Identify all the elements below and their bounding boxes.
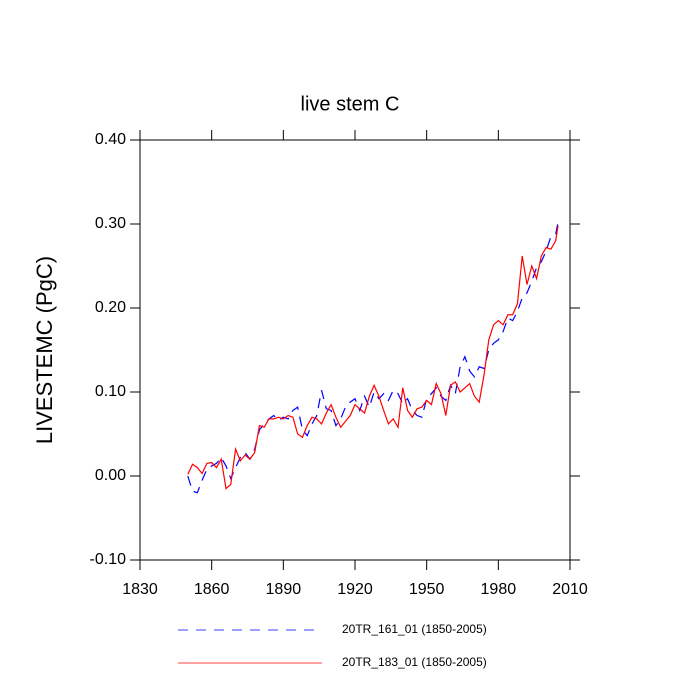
legend-label: 20TR_161_01 (1850-2005) (342, 622, 487, 636)
chart-title: live stem C (301, 93, 400, 115)
legend-label: 20TR_183_01 (1850-2005) (342, 655, 487, 669)
x-tick-label: 1860 (194, 581, 230, 598)
y-tick-label: 0.30 (95, 215, 126, 232)
data-line (187, 225, 559, 490)
y-tick-label: -0.10 (90, 551, 127, 568)
x-tick-label: 2010 (552, 581, 588, 598)
y-tick-label: 0.40 (95, 131, 126, 148)
x-tick-label: 1920 (337, 581, 373, 598)
plot-frame (139, 139, 571, 561)
data-line (187, 222, 559, 494)
y-tick-label: 0.00 (95, 467, 126, 484)
x-tick-label: 1830 (122, 581, 158, 598)
x-tick-label: 1950 (409, 581, 445, 598)
y-axis-label: LIVESTEMC (PgC) (32, 256, 57, 444)
x-tick-label: 1980 (481, 581, 517, 598)
y-tick-label: 0.10 (95, 383, 126, 400)
x-tick-label: 1890 (266, 581, 302, 598)
y-tick-label: 0.20 (95, 299, 126, 316)
